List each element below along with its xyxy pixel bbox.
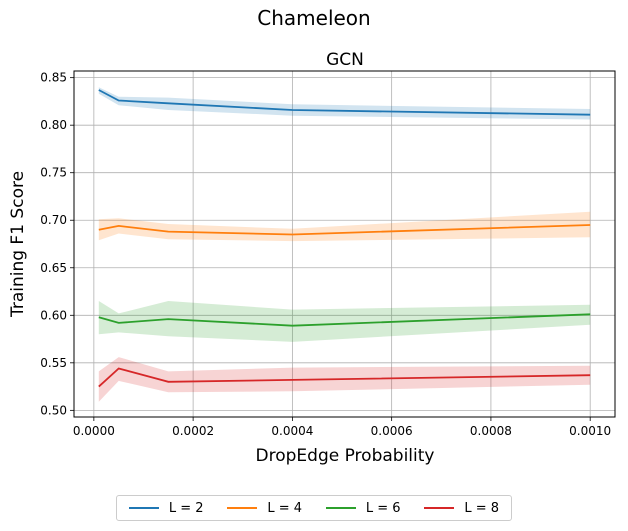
y-tick-label: 0.80 [40, 118, 67, 132]
legend-item: L = 6 [325, 500, 401, 516]
y-tick-label: 0.85 [40, 71, 67, 85]
legend-line-swatch [325, 507, 356, 509]
series-line-1 [98, 89, 591, 116]
legend-item: L = 8 [424, 501, 499, 516]
x-axis-label: DropEdge Probability [256, 446, 435, 466]
series-lines [98, 89, 591, 388]
y-axis-label: Training F1 Score [8, 171, 28, 318]
grid-lines [74, 71, 615, 417]
legend-item: L = 2 [128, 500, 204, 516]
legend-item: L = 4 [227, 501, 302, 516]
x-tick-label: 0.0010 [569, 424, 611, 438]
legend-label: L = 8 [464, 500, 500, 516]
line-chart: GCN 0.0000 0.0002 0.0004 0.0006 0.0008 0.0010… [8, 50, 616, 466]
y-tick-label: 0.65 [40, 261, 67, 275]
y-tick-label: 0.60 [40, 308, 67, 322]
x-tick-label: 0.0004 [271, 424, 313, 438]
x-tick-label: 0.0000 [73, 424, 115, 438]
series-line-2 [98, 224, 591, 236]
legend-line-swatch [128, 507, 159, 509]
plot-title: GCN [326, 50, 364, 70]
y-tick-label: 0.70 [40, 213, 67, 227]
legend-line-swatch [227, 507, 258, 509]
series-band-2 [98, 211, 591, 242]
x-tick-label: 0.0008 [470, 424, 512, 438]
legend-label: L = 4 [267, 500, 303, 516]
confidence-bands [98, 87, 591, 402]
y-tick-label: 0.55 [40, 356, 67, 370]
x-tick-label: 0.0002 [172, 424, 214, 438]
y-axis-ticks: 0.50 0.55 0.60 0.65 0.70 0.75 0.80 0.85 [40, 71, 74, 417]
series-line-4 [98, 367, 591, 388]
legend-label: L = 6 [365, 500, 401, 516]
x-tick-label: 0.0006 [371, 424, 413, 438]
plot-frame [73, 70, 616, 418]
y-tick-label: 0.50 [40, 403, 67, 417]
series-band-3 [98, 301, 591, 342]
legend-line-swatch [424, 507, 455, 509]
legend-label: L = 2 [168, 500, 204, 516]
series-band-1 [98, 87, 591, 120]
chart-legend: L = 2 L = 4 L = 6 L = 8 [116, 495, 512, 521]
series-line-3 [98, 313, 591, 327]
x-axis-ticks: 0.0000 0.0002 0.0004 0.0006 0.0008 0.0010 [73, 417, 611, 438]
figure-suptitle: Chameleon [257, 6, 371, 30]
y-tick-label: 0.75 [40, 166, 67, 180]
